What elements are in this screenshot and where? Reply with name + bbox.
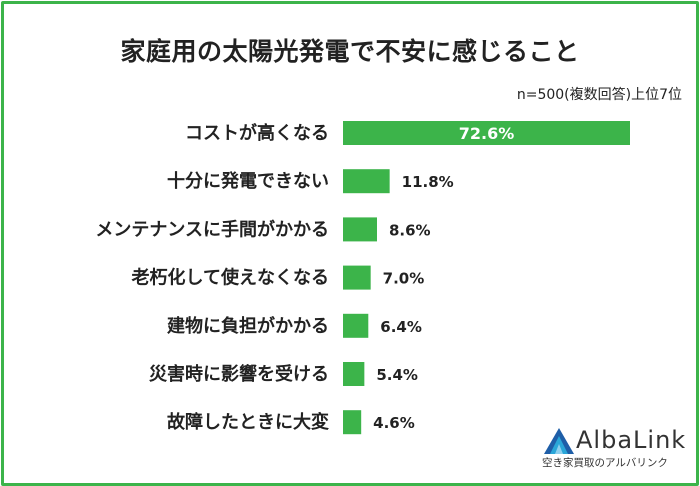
bar-5 <box>343 313 369 338</box>
albalink-logo: AlbaLink 空き家買取のアルバリンク <box>540 424 690 474</box>
bar-3 <box>343 217 377 242</box>
category-label: 十分に発電できない <box>167 170 329 192</box>
bar-7 <box>343 410 362 435</box>
value-label: 5.4% <box>376 366 418 384</box>
category-label: 故障したときに大変 <box>167 411 329 433</box>
albalink-logo-icon <box>544 428 574 454</box>
category-label: 老朽化して使えなくなる <box>132 267 329 289</box>
value-label: 4.6% <box>373 414 415 432</box>
value-label: 11.8% <box>402 173 454 191</box>
logo-tagline: 空き家買取のアルバリンク <box>542 457 668 469</box>
category-label: 建物に負担がかかる <box>167 315 329 337</box>
category-label: メンテナンスに手間がかかる <box>95 218 329 240</box>
value-label: 72.6% <box>459 124 515 143</box>
value-label: 6.4% <box>380 318 422 336</box>
logo-name: AlbaLink <box>576 426 687 454</box>
value-label: 7.0% <box>383 270 425 288</box>
category-label: 災害時に影響を受ける <box>149 363 329 385</box>
chart-title: 家庭用の太陽光発電で不安に感じること <box>120 37 580 66</box>
bar-4 <box>343 265 371 290</box>
bar-6 <box>343 362 365 386</box>
sample-note: n=500(複数回答)上位7位 <box>516 87 682 103</box>
bar-1 <box>343 121 630 145</box>
bar-2 <box>343 169 390 194</box>
value-label: 8.6% <box>389 221 431 239</box>
category-label: コストが高くなる <box>185 122 329 144</box>
